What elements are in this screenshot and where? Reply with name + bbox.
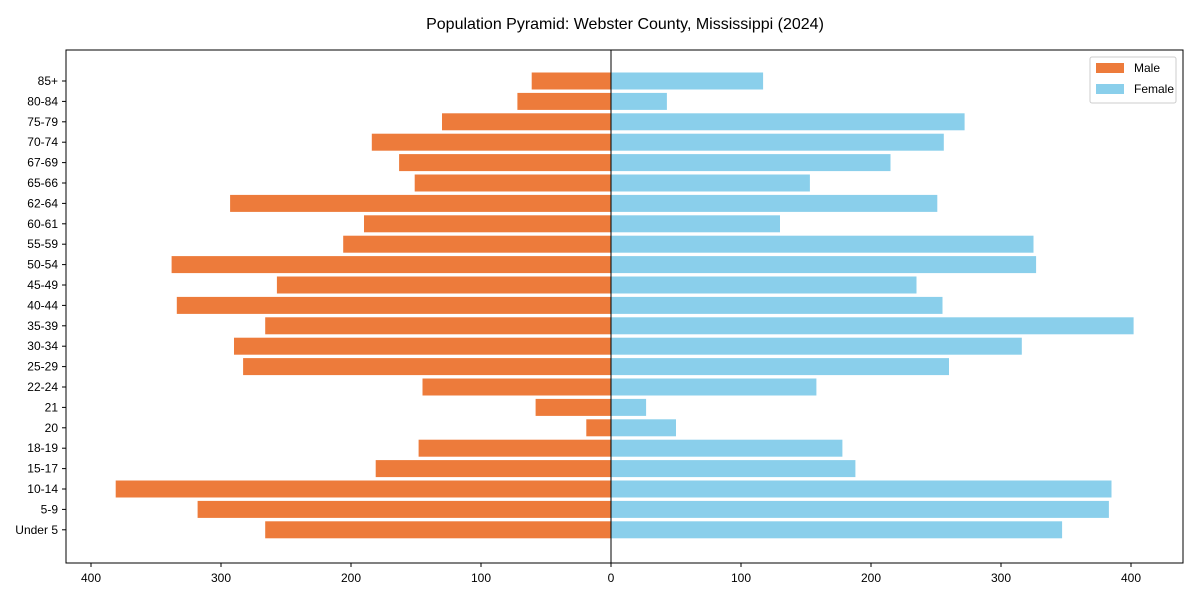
x-tick-label: 200 (341, 571, 361, 585)
y-tick-label: 85+ (38, 74, 58, 88)
x-tick-label: 300 (211, 571, 231, 585)
y-tick-label: 65-66 (27, 176, 58, 190)
y-tick-label: 21 (45, 400, 59, 414)
y-tick-label: Under 5 (15, 523, 58, 537)
bar-female-18-19 (611, 439, 843, 457)
bar-female-45-49 (611, 276, 917, 294)
bar-male-67-69 (399, 154, 611, 172)
bar-male-18-19 (418, 439, 611, 457)
bar-female-70-74 (611, 133, 944, 151)
bar-male-45-49 (276, 276, 611, 294)
bar-female-65-66 (611, 174, 810, 192)
bar-female-5-9 (611, 500, 1109, 518)
bar-male-70-74 (371, 133, 611, 151)
y-tick-label: 5-9 (41, 502, 59, 516)
y-tick-label: 10-14 (27, 482, 58, 496)
bar-female-Under 5 (611, 521, 1063, 539)
bar-female-20 (611, 419, 676, 437)
bar-male-5-9 (197, 500, 611, 518)
bar-male-10-14 (115, 480, 611, 498)
bar-female-35-39 (611, 317, 1134, 335)
y-tick-label: 55-59 (27, 237, 58, 251)
bar-female-22-24 (611, 378, 817, 396)
y-tick-label: 22-24 (27, 380, 58, 394)
bar-male-85+ (531, 72, 611, 90)
bar-male-21 (535, 398, 611, 416)
legend-label-female: Female (1134, 82, 1174, 96)
x-tick-label: 400 (1121, 571, 1141, 585)
y-tick-label: 70-74 (27, 135, 58, 149)
y-tick-label: 62-64 (27, 196, 58, 210)
bar-male-30-34 (234, 337, 611, 355)
bar-male-55-59 (343, 235, 611, 253)
y-tick-label: 25-29 (27, 360, 58, 374)
bar-male-65-66 (414, 174, 611, 192)
bar-male-Under 5 (265, 521, 611, 539)
bar-female-15-17 (611, 460, 856, 478)
legend-swatch-male (1096, 63, 1124, 73)
x-tick-label: 100 (471, 571, 491, 585)
y-tick-label: 18-19 (27, 441, 58, 455)
bar-male-15-17 (375, 460, 611, 478)
y-tick-label: 50-54 (27, 258, 58, 272)
x-tick-label: 0 (608, 571, 615, 585)
bar-female-25-29 (611, 358, 949, 376)
y-tick-label: 75-79 (27, 115, 58, 129)
bar-male-62-64 (230, 194, 611, 212)
bar-female-10-14 (611, 480, 1112, 498)
bar-female-62-64 (611, 194, 938, 212)
plot-frame (65, 49, 1184, 564)
bar-female-75-79 (611, 113, 965, 131)
bar-female-55-59 (611, 235, 1034, 253)
x-tick-label: 300 (991, 571, 1011, 585)
y-tick-label: 45-49 (27, 278, 58, 292)
bar-male-50-54 (171, 256, 611, 274)
bar-male-20 (586, 419, 611, 437)
y-tick-label: 80-84 (27, 94, 58, 108)
bar-male-22-24 (422, 378, 611, 396)
x-tick-label: 200 (861, 571, 881, 585)
y-tick-label: 35-39 (27, 319, 58, 333)
x-tick-label: 400 (81, 571, 101, 585)
bar-male-40-44 (176, 296, 612, 314)
legend-swatch-female (1096, 84, 1124, 94)
bar-female-40-44 (611, 296, 943, 314)
legend: Male Female (1089, 56, 1177, 104)
y-tick-label: 20 (45, 421, 59, 435)
bar-female-21 (611, 398, 647, 416)
bar-female-80-84 (611, 92, 667, 110)
y-tick-label: 40-44 (27, 298, 58, 312)
bar-male-75-79 (442, 113, 611, 131)
x-tick-label: 100 (731, 571, 751, 585)
chart-title: Population Pyramid: Webster County, Miss… (426, 16, 824, 33)
bar-female-50-54 (611, 256, 1037, 274)
bar-female-85+ (611, 72, 764, 90)
bar-male-60-61 (364, 215, 611, 233)
y-tick-label: 60-61 (27, 217, 58, 231)
bar-female-60-61 (611, 215, 780, 233)
bar-female-67-69 (611, 154, 891, 172)
legend-label-male: Male (1134, 61, 1160, 75)
bar-male-35-39 (265, 317, 611, 335)
y-tick-label: 15-17 (27, 462, 58, 476)
bar-male-80-84 (517, 92, 611, 110)
bar-female-30-34 (611, 337, 1022, 355)
y-tick-label: 30-34 (27, 339, 58, 353)
bar-male-25-29 (243, 358, 611, 376)
y-tick-label: 67-69 (27, 156, 58, 170)
